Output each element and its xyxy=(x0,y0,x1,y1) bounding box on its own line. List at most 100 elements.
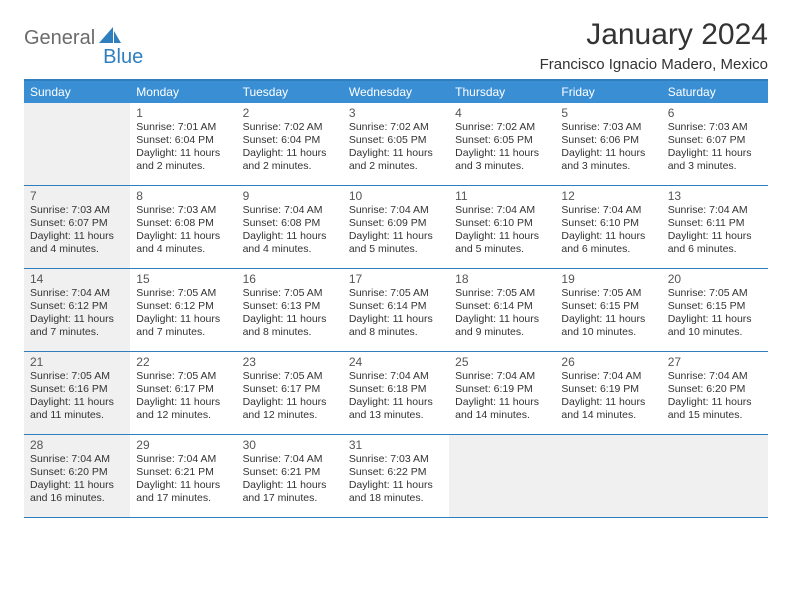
day-header-cell: Tuesday xyxy=(237,81,343,103)
cell-line: Sunrise: 7:05 AM xyxy=(668,287,762,300)
day-number: 21 xyxy=(30,355,124,369)
header: General Blue January 2024 Francisco Igna… xyxy=(24,18,768,73)
calendar-cell: 23Sunrise: 7:05 AMSunset: 6:17 PMDayligh… xyxy=(237,352,343,434)
day-header-cell: Sunday xyxy=(24,81,130,103)
cell-line: and 8 minutes. xyxy=(349,326,443,339)
cell-line: Daylight: 11 hours xyxy=(243,396,337,409)
day-number: 9 xyxy=(243,189,337,203)
cell-line: and 4 minutes. xyxy=(136,243,230,256)
day-header-cell: Friday xyxy=(555,81,661,103)
cell-line: Daylight: 11 hours xyxy=(561,396,655,409)
cell-line: Sunrise: 7:03 AM xyxy=(561,121,655,134)
cell-line: Sunset: 6:12 PM xyxy=(30,300,124,313)
day-number: 11 xyxy=(455,189,549,203)
week-row: 1Sunrise: 7:01 AMSunset: 6:04 PMDaylight… xyxy=(24,103,768,186)
cell-line: Daylight: 11 hours xyxy=(136,230,230,243)
cell-line: Daylight: 11 hours xyxy=(668,313,762,326)
cell-line: Daylight: 11 hours xyxy=(243,313,337,326)
cell-line: Sunrise: 7:04 AM xyxy=(136,453,230,466)
calendar-cell: 16Sunrise: 7:05 AMSunset: 6:13 PMDayligh… xyxy=(237,269,343,351)
calendar-cell: 13Sunrise: 7:04 AMSunset: 6:11 PMDayligh… xyxy=(662,186,768,268)
calendar-cell: 24Sunrise: 7:04 AMSunset: 6:18 PMDayligh… xyxy=(343,352,449,434)
cell-line: Sunset: 6:22 PM xyxy=(349,466,443,479)
cell-line: Sunrise: 7:04 AM xyxy=(30,453,124,466)
cell-line: Daylight: 11 hours xyxy=(349,479,443,492)
cell-line: Sunset: 6:21 PM xyxy=(243,466,337,479)
day-number: 4 xyxy=(455,106,549,120)
calendar-cell: 15Sunrise: 7:05 AMSunset: 6:12 PMDayligh… xyxy=(130,269,236,351)
cell-line: Sunrise: 7:04 AM xyxy=(455,370,549,383)
calendar-cell: 10Sunrise: 7:04 AMSunset: 6:09 PMDayligh… xyxy=(343,186,449,268)
cell-line: and 11 minutes. xyxy=(30,409,124,422)
calendar-cell: 20Sunrise: 7:05 AMSunset: 6:15 PMDayligh… xyxy=(662,269,768,351)
calendar-cell: 30Sunrise: 7:04 AMSunset: 6:21 PMDayligh… xyxy=(237,435,343,517)
cell-line: Daylight: 11 hours xyxy=(136,313,230,326)
cell-line: Sunrise: 7:04 AM xyxy=(349,370,443,383)
cell-line: and 18 minutes. xyxy=(349,492,443,505)
cell-line: Sunset: 6:07 PM xyxy=(30,217,124,230)
cell-line: Sunrise: 7:04 AM xyxy=(668,204,762,217)
cell-line: and 3 minutes. xyxy=(561,160,655,173)
day-number: 18 xyxy=(455,272,549,286)
cell-line: and 10 minutes. xyxy=(668,326,762,339)
cell-line: and 17 minutes. xyxy=(243,492,337,505)
day-header-cell: Saturday xyxy=(662,81,768,103)
cell-line: Sunset: 6:21 PM xyxy=(136,466,230,479)
cell-line: Daylight: 11 hours xyxy=(561,313,655,326)
cell-line: Sunset: 6:17 PM xyxy=(243,383,337,396)
cell-line: and 6 minutes. xyxy=(668,243,762,256)
day-number: 29 xyxy=(136,438,230,452)
cell-line: Sunset: 6:07 PM xyxy=(668,134,762,147)
calendar-cell: 2Sunrise: 7:02 AMSunset: 6:04 PMDaylight… xyxy=(237,103,343,185)
day-number: 1 xyxy=(136,106,230,120)
cell-line: Daylight: 11 hours xyxy=(455,313,549,326)
cell-line: Sunrise: 7:05 AM xyxy=(243,287,337,300)
cell-line: and 15 minutes. xyxy=(668,409,762,422)
cell-line: Daylight: 11 hours xyxy=(561,147,655,160)
cell-line: Daylight: 11 hours xyxy=(136,396,230,409)
cell-line: Daylight: 11 hours xyxy=(455,396,549,409)
cell-line: Sunrise: 7:04 AM xyxy=(561,204,655,217)
day-header-cell: Thursday xyxy=(449,81,555,103)
cell-line: Sunset: 6:05 PM xyxy=(455,134,549,147)
cell-line: Sunset: 6:11 PM xyxy=(668,217,762,230)
calendar-cell: 26Sunrise: 7:04 AMSunset: 6:19 PMDayligh… xyxy=(555,352,661,434)
day-number: 30 xyxy=(243,438,337,452)
day-number: 26 xyxy=(561,355,655,369)
cell-line: Sunrise: 7:04 AM xyxy=(243,204,337,217)
calendar-cell: 28Sunrise: 7:04 AMSunset: 6:20 PMDayligh… xyxy=(24,435,130,517)
day-number: 13 xyxy=(668,189,762,203)
day-header-row: SundayMondayTuesdayWednesdayThursdayFrid… xyxy=(24,81,768,103)
logo-text-general: General xyxy=(24,27,95,50)
week-row: 7Sunrise: 7:03 AMSunset: 6:07 PMDaylight… xyxy=(24,186,768,269)
cell-line: Daylight: 11 hours xyxy=(561,230,655,243)
logo-text-blue: Blue xyxy=(103,46,143,69)
cell-line: Sunrise: 7:04 AM xyxy=(243,453,337,466)
day-number: 31 xyxy=(349,438,443,452)
calendar-cell: 27Sunrise: 7:04 AMSunset: 6:20 PMDayligh… xyxy=(662,352,768,434)
calendar-cell xyxy=(449,435,555,517)
calendar-cell: 8Sunrise: 7:03 AMSunset: 6:08 PMDaylight… xyxy=(130,186,236,268)
cell-line: Sunrise: 7:05 AM xyxy=(243,370,337,383)
cell-line: Sunrise: 7:05 AM xyxy=(561,287,655,300)
calendar-cell: 21Sunrise: 7:05 AMSunset: 6:16 PMDayligh… xyxy=(24,352,130,434)
cell-line: Daylight: 11 hours xyxy=(455,230,549,243)
cell-line: and 6 minutes. xyxy=(561,243,655,256)
calendar-cell: 31Sunrise: 7:03 AMSunset: 6:22 PMDayligh… xyxy=(343,435,449,517)
cell-line: Sunrise: 7:05 AM xyxy=(349,287,443,300)
cell-line: and 8 minutes. xyxy=(243,326,337,339)
day-number: 8 xyxy=(136,189,230,203)
cell-line: Sunset: 6:15 PM xyxy=(561,300,655,313)
day-number: 28 xyxy=(30,438,124,452)
cell-line: and 16 minutes. xyxy=(30,492,124,505)
day-header-cell: Monday xyxy=(130,81,236,103)
cell-line: Sunrise: 7:05 AM xyxy=(136,370,230,383)
cell-line: and 3 minutes. xyxy=(668,160,762,173)
cell-line: Daylight: 11 hours xyxy=(668,396,762,409)
cell-line: Daylight: 11 hours xyxy=(136,147,230,160)
cell-line: and 4 minutes. xyxy=(30,243,124,256)
week-row: 21Sunrise: 7:05 AMSunset: 6:16 PMDayligh… xyxy=(24,352,768,435)
day-number: 17 xyxy=(349,272,443,286)
cell-line: Daylight: 11 hours xyxy=(136,479,230,492)
cell-line: and 17 minutes. xyxy=(136,492,230,505)
